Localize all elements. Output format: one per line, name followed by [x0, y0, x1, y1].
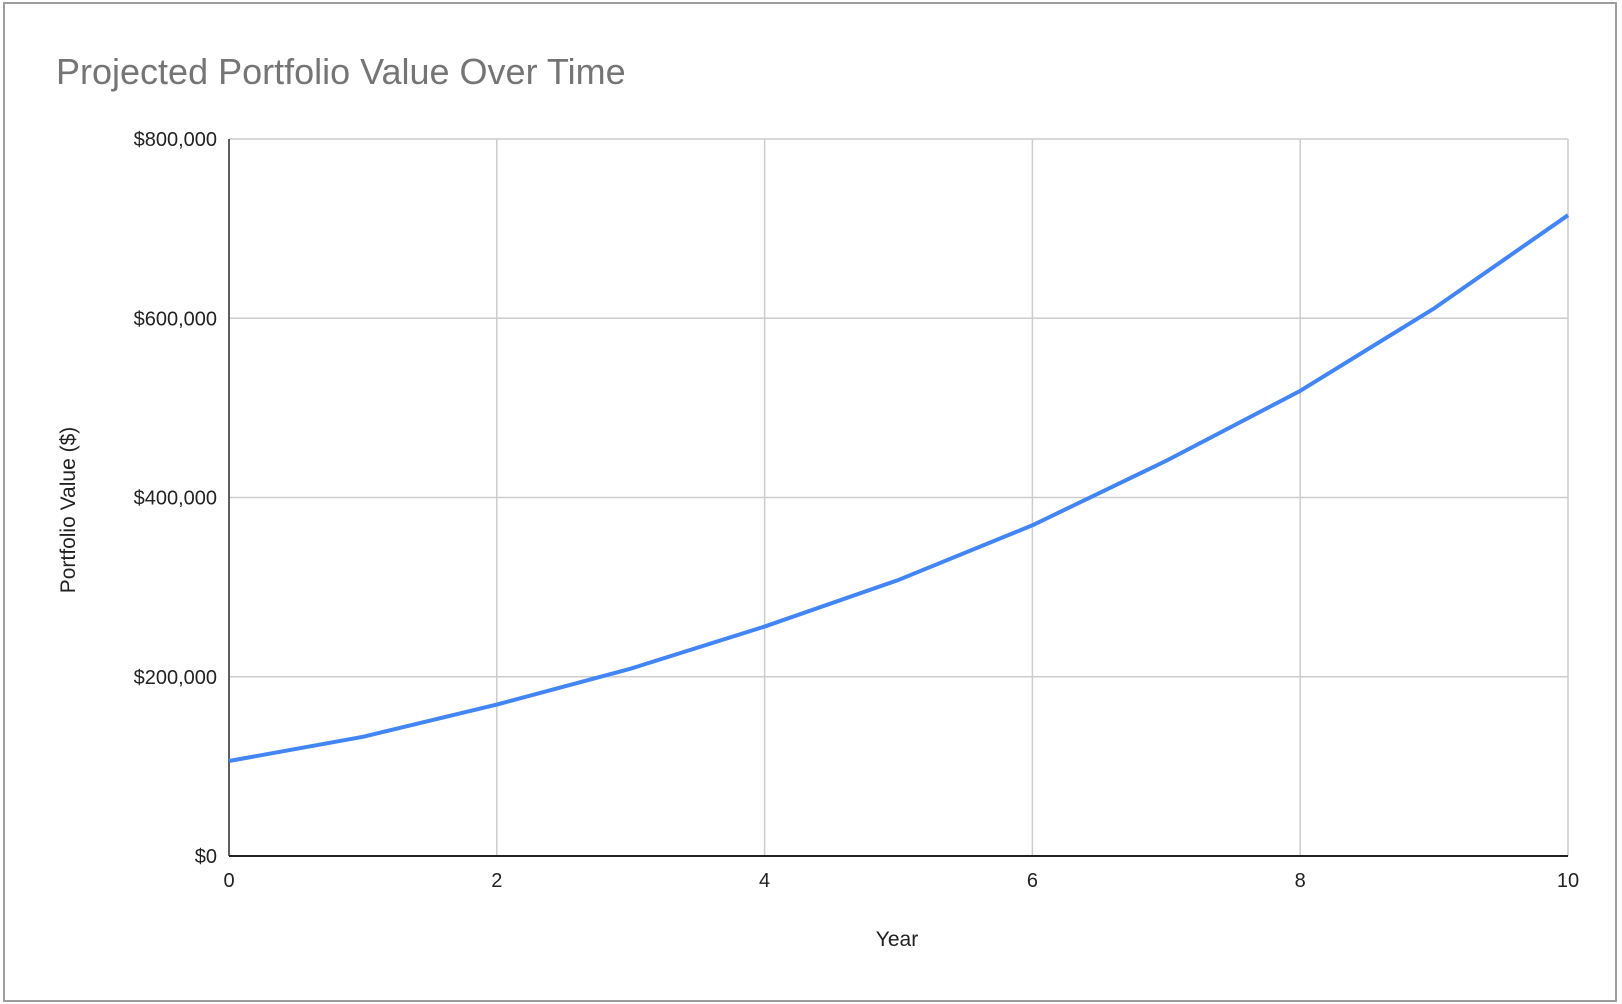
- x-tick-label: 0: [223, 870, 234, 892]
- chart-title: Projected Portfolio Value Over Time: [56, 51, 626, 92]
- x-tick-label: 4: [759, 870, 770, 892]
- chart-frame: [3, 2, 1617, 1002]
- x-tick-label: 2: [491, 870, 502, 892]
- y-tick-label: $800,000: [134, 129, 217, 151]
- y-tick-label: $0: [195, 846, 217, 868]
- y-axis-label: Portfolio Value ($): [57, 427, 80, 594]
- y-tick-label: $400,000: [134, 488, 217, 510]
- x-tick-label: 6: [1027, 870, 1038, 892]
- x-tick-label: 8: [1295, 870, 1306, 892]
- y-tick-label: $200,000: [134, 667, 217, 689]
- line-series: [228, 213, 1570, 763]
- y-tick-label: $600,000: [134, 308, 217, 330]
- x-axis-label: Year: [876, 928, 918, 951]
- x-tick-label: 10: [1557, 870, 1579, 892]
